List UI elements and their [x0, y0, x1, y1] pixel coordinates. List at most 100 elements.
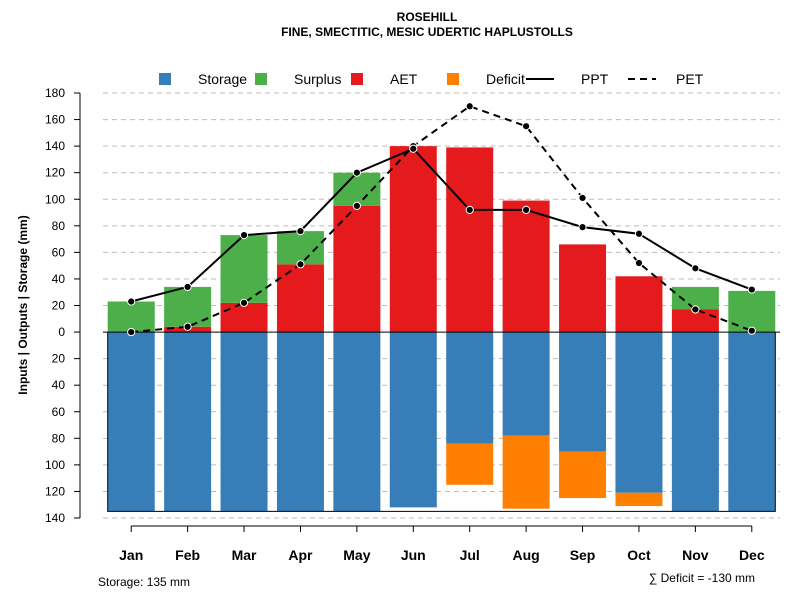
- pet-point: [465, 102, 474, 111]
- storage-capacity-outline: [107, 332, 776, 512]
- storage-bar: [389, 332, 437, 508]
- legend-surplus-label: Surplus: [294, 71, 341, 87]
- ppt-point: [691, 264, 700, 273]
- pet-point: [127, 327, 136, 337]
- legend-storage-label: Storage: [198, 71, 247, 87]
- y-tick-label: 60: [52, 245, 66, 259]
- pet-line: [131, 105, 753, 334]
- aet-bar: [333, 205, 381, 333]
- storage-bar: [333, 332, 381, 512]
- y-tick-label: 100: [45, 192, 65, 206]
- storage-bar: [276, 332, 324, 512]
- pet-point: [239, 298, 249, 307]
- aet-bar: [220, 302, 268, 333]
- y-tick-label: 180: [45, 86, 65, 100]
- y-tick-label: 140: [45, 511, 65, 525]
- y-tick-label: 60: [52, 405, 66, 419]
- legend-deficit-label: Deficit: [486, 71, 525, 87]
- ppt-point: [634, 229, 644, 238]
- aet-bar: [559, 244, 607, 333]
- pet-point: [747, 326, 756, 335]
- axes: 180 160 140 120 100 80 60 40 20 0 20 40 60 80 100 120 14…: [45, 86, 765, 563]
- legend-pet-label: PET: [676, 71, 704, 87]
- x-tick-label: Oct: [627, 547, 651, 563]
- ppt-point: [747, 285, 756, 294]
- y-tick-label: 40: [52, 378, 66, 392]
- legend-storage-swatch: [159, 73, 171, 85]
- storage-bar: [671, 332, 719, 512]
- legend: Storage Surplus AET Deficit PPT PET: [159, 71, 704, 87]
- ppt-point: [578, 223, 587, 232]
- storage-bar: [728, 332, 776, 512]
- aet-bar: [502, 200, 550, 333]
- aet-bar: [446, 147, 494, 333]
- ppt-point: [127, 297, 136, 306]
- x-tick-label: Jul: [460, 547, 480, 563]
- deficit-bar: [615, 492, 663, 507]
- y-tick-label: 20: [52, 352, 66, 366]
- pet-point: [296, 260, 305, 269]
- aet-bar: [389, 146, 437, 333]
- x-tick-label: Dec: [739, 547, 765, 563]
- surplus-bar: [671, 286, 719, 310]
- y-tick-label: 100: [45, 458, 65, 472]
- legend-ppt-label: PPT: [581, 71, 609, 87]
- y-tick-label: 160: [45, 113, 65, 127]
- storage-bar: [615, 332, 663, 493]
- ppt-point: [239, 231, 249, 240]
- aet-bar: [276, 264, 324, 333]
- pet-point: [522, 122, 531, 131]
- pet-point: [352, 201, 361, 210]
- bars: [103, 146, 780, 512]
- deficit-bar: [446, 443, 494, 485]
- aet-bar: [615, 276, 663, 333]
- y-tick-label: 40: [52, 272, 66, 286]
- y-tick-label: 80: [52, 431, 66, 445]
- y-tick-label: 20: [52, 299, 66, 313]
- chart-subtitle: FINE, SMECTITIC, MESIC UDERTIC HAPLUSTOL…: [281, 25, 573, 39]
- deficit-note: ∑ Deficit = -130 mm: [649, 571, 755, 585]
- legend-aet-swatch: [351, 73, 363, 85]
- x-tick-label: Jun: [401, 547, 426, 563]
- ppt-point: [352, 168, 361, 177]
- ppt-line: [130, 147, 753, 303]
- y-tick-label: 0: [58, 325, 65, 339]
- y-tick-label: 140: [45, 139, 65, 153]
- ppt-point: [522, 205, 531, 214]
- surplus-bar: [107, 301, 155, 333]
- x-tick-label: Feb: [175, 547, 200, 563]
- legend-surplus-swatch: [255, 73, 267, 85]
- storage-bar: [220, 332, 268, 512]
- deficit-bar: [559, 451, 607, 499]
- pet-point: [691, 305, 700, 314]
- storage-bar: [502, 332, 550, 436]
- x-tick-label: Jan: [119, 547, 143, 563]
- pet-point: [183, 322, 192, 331]
- x-tick-label: Mar: [232, 547, 257, 563]
- ppt-point: [296, 227, 305, 236]
- deficit-bar: [502, 435, 550, 509]
- legend-deficit-swatch: [447, 73, 459, 85]
- storage-bar: [107, 332, 155, 512]
- pet-point: [634, 258, 644, 268]
- grid-lines: [103, 92, 780, 519]
- x-tick-label: Sep: [570, 547, 596, 563]
- storage-bar: [446, 332, 494, 444]
- y-tick-label: 80: [52, 219, 66, 233]
- y-tick-label: 120: [45, 484, 65, 498]
- legend-aet-label: AET: [390, 71, 418, 87]
- ppt-point: [409, 144, 418, 153]
- pet-point: [578, 193, 587, 203]
- storage-bar: [559, 332, 607, 452]
- y-axis-label: Inputs | Outputs | Storage (mm): [16, 215, 30, 394]
- x-tick-label: Aug: [513, 547, 540, 563]
- series-lines: [127, 102, 756, 337]
- y-tick-label: 120: [45, 166, 65, 180]
- storage-bar: [164, 332, 212, 512]
- storage-note: Storage: 135 mm: [98, 575, 190, 589]
- x-tick-label: May: [343, 547, 370, 563]
- x-tick-label: Nov: [682, 547, 709, 563]
- ppt-point: [465, 205, 474, 214]
- surplus-bar: [728, 290, 776, 333]
